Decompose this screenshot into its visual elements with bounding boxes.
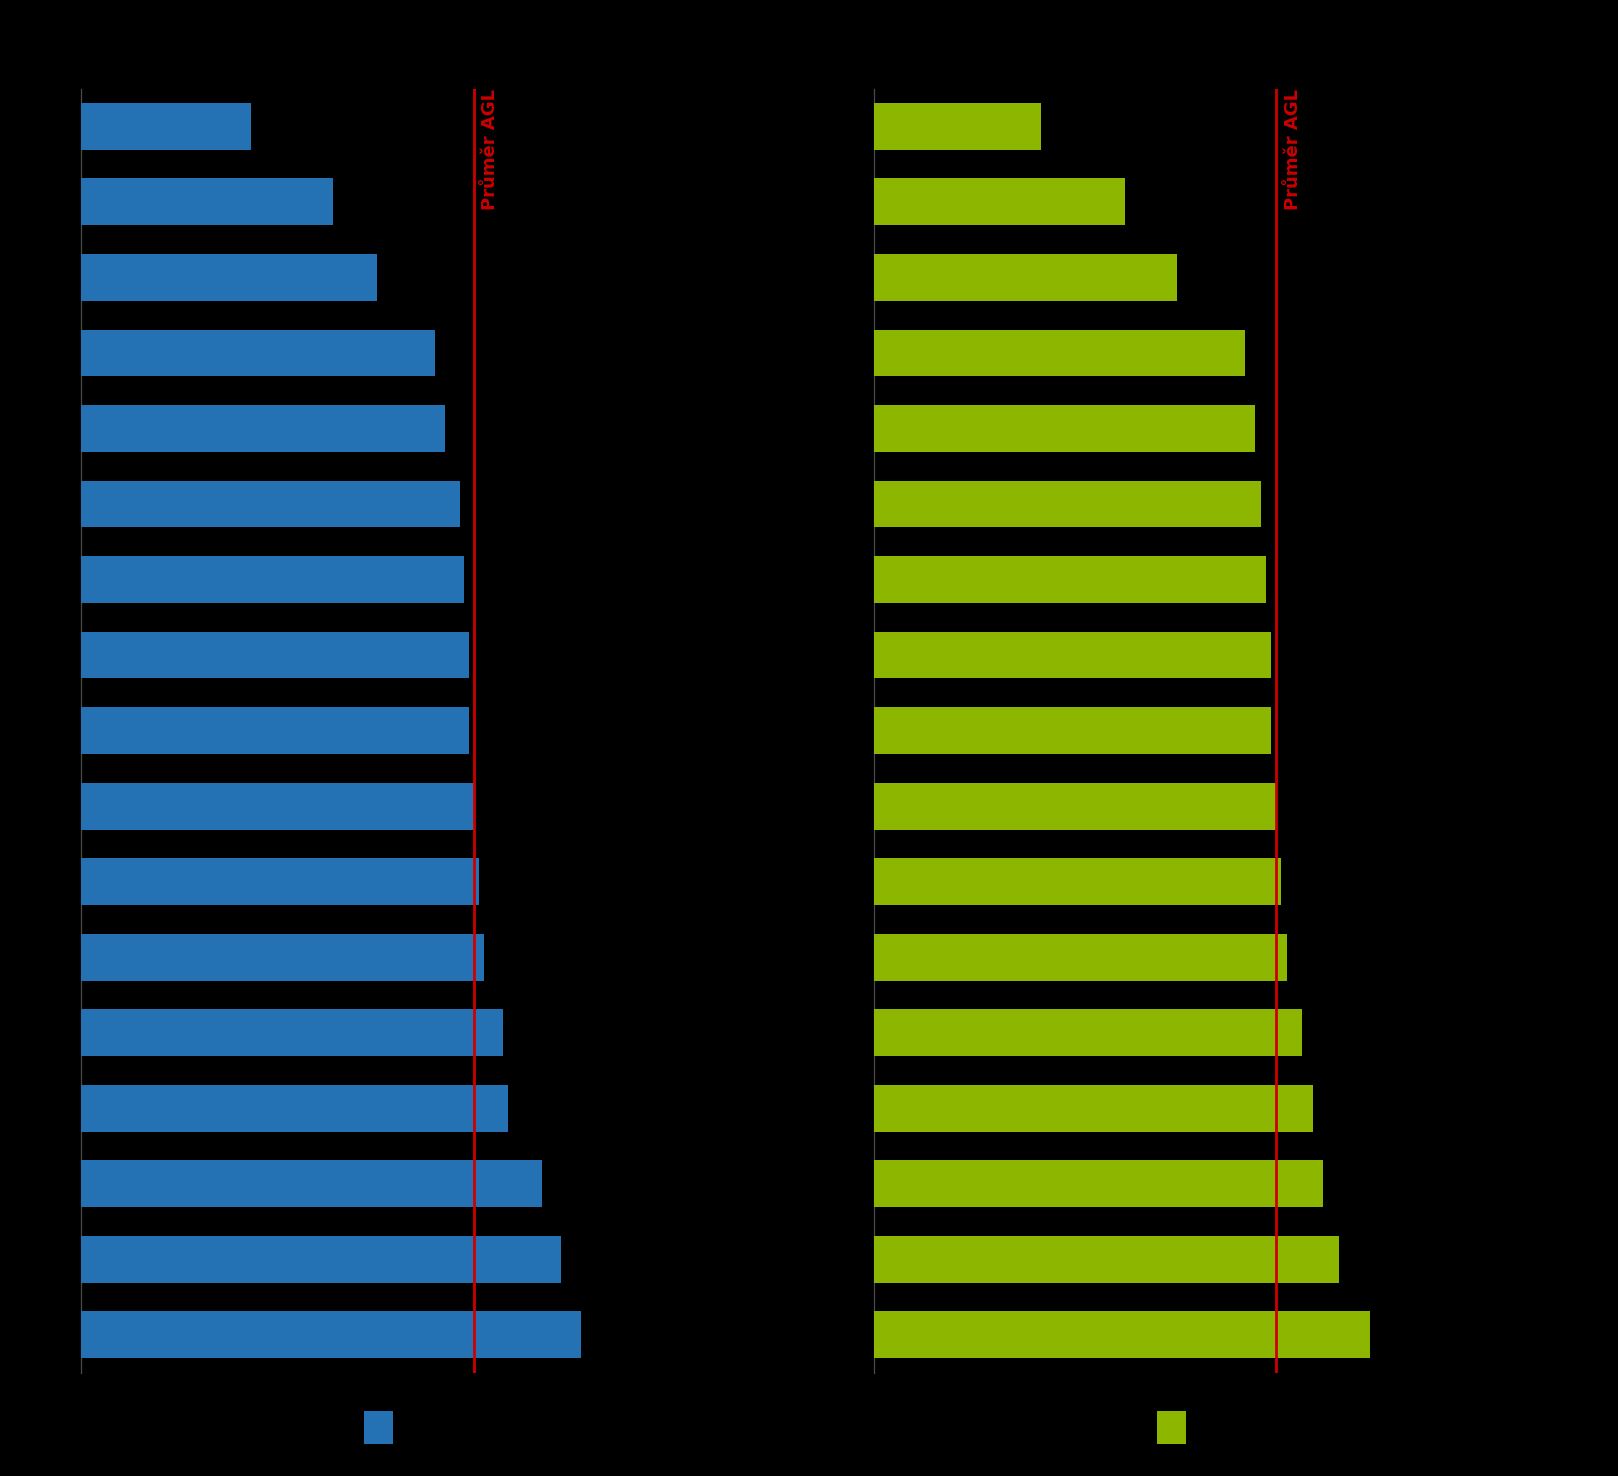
Text: Průměr AGL: Průměr AGL bbox=[1285, 89, 1302, 210]
Bar bbox=[0, 103, 1040, 149]
Bar bbox=[0, 404, 1256, 452]
Bar bbox=[0, 632, 469, 679]
Bar bbox=[0, 1312, 581, 1358]
Bar bbox=[0, 254, 377, 301]
Bar bbox=[0, 1235, 1340, 1283]
Bar bbox=[0, 254, 1176, 301]
Bar bbox=[0, 1085, 1312, 1132]
Bar bbox=[0, 707, 1272, 754]
Bar bbox=[0, 404, 445, 452]
Bar bbox=[0, 858, 479, 905]
Bar bbox=[0, 782, 474, 830]
Bar bbox=[0, 179, 1125, 226]
Bar bbox=[0, 556, 464, 604]
Bar bbox=[0, 179, 333, 226]
Bar bbox=[0, 1085, 508, 1132]
Bar bbox=[0, 1010, 503, 1057]
Text: Průměr AGL: Průměr AGL bbox=[482, 89, 500, 210]
Bar bbox=[0, 1235, 561, 1283]
Bar bbox=[0, 934, 1286, 980]
Bar bbox=[0, 1010, 1302, 1057]
Bar bbox=[0, 632, 1272, 679]
Bar bbox=[0, 934, 484, 980]
Bar bbox=[0, 782, 1277, 830]
Bar bbox=[0, 1312, 1370, 1358]
Bar bbox=[0, 103, 251, 149]
Bar bbox=[0, 858, 1281, 905]
Bar bbox=[0, 329, 1244, 376]
Bar bbox=[0, 481, 1260, 527]
Bar bbox=[0, 707, 469, 754]
Bar bbox=[0, 1160, 1324, 1207]
Bar bbox=[0, 481, 460, 527]
Bar bbox=[0, 1160, 542, 1207]
Bar bbox=[0, 556, 1265, 604]
Bar bbox=[0, 329, 435, 376]
